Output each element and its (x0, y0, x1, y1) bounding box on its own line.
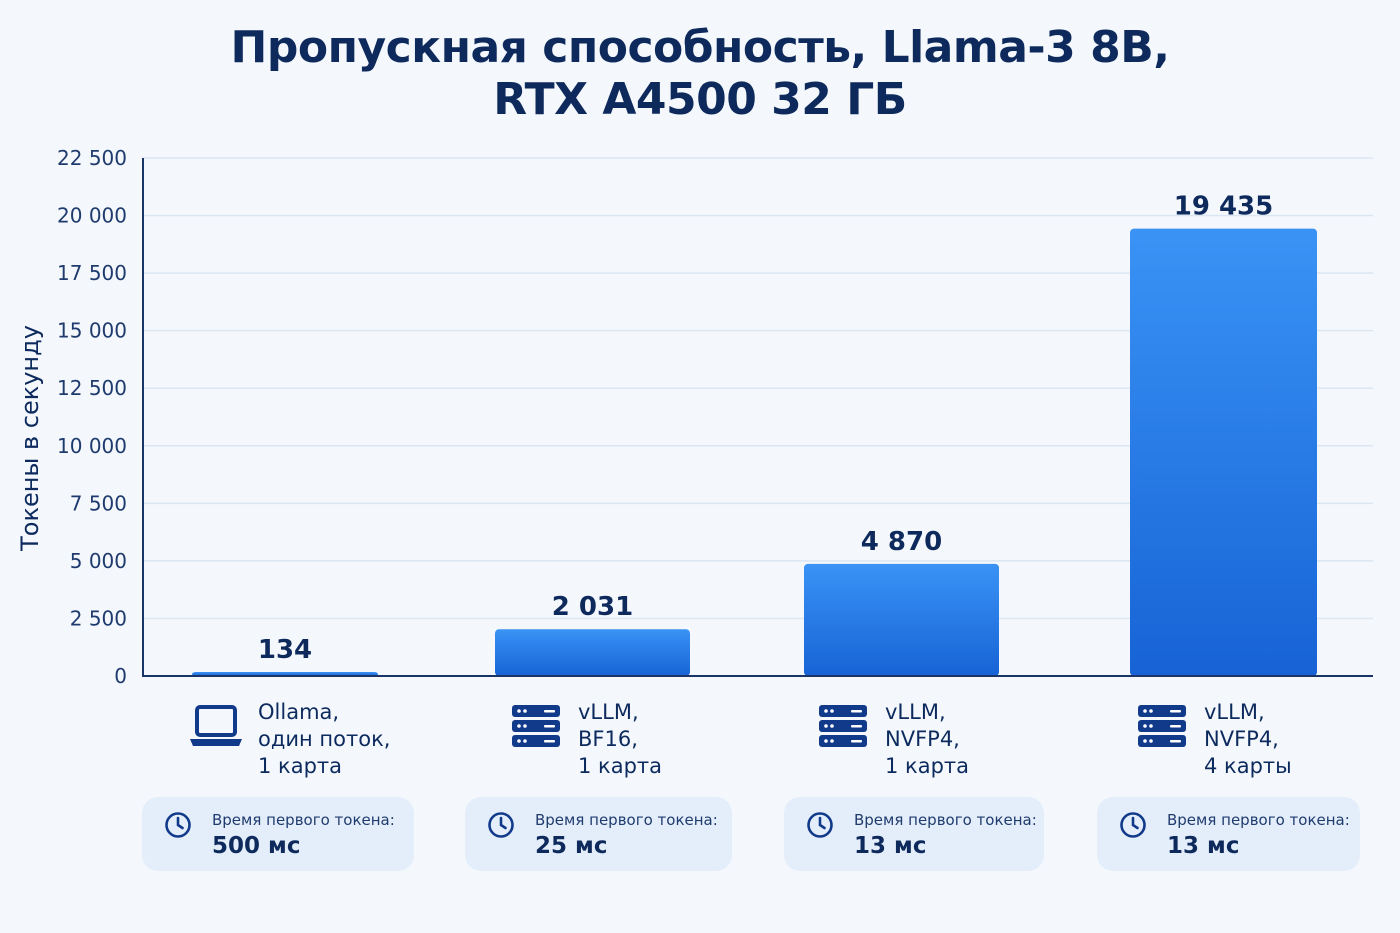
bar-value-label: 4 870 (861, 527, 942, 557)
x-category-label: vLLM, NVFP4, 1 карта (815, 699, 969, 780)
ttft-label: Время первого токена: (535, 811, 718, 829)
bar (495, 629, 690, 676)
y-tick-label: 12 500 (57, 376, 127, 400)
ttft-value: 13 мс (1167, 833, 1240, 859)
x-category-label: Ollama, один поток, 1 карта (188, 699, 390, 780)
x-category-line: NVFP4, (885, 727, 960, 751)
bar-value-label: 19 435 (1174, 192, 1274, 222)
y-tick-label: 15 000 (57, 319, 127, 343)
x-category-line: один поток, (258, 727, 391, 751)
y-tick-label: 17 500 (57, 261, 127, 285)
ttft-card: Время первого токена: 25 мс (465, 797, 732, 871)
clock-icon (164, 811, 192, 839)
x-category-line: 1 карта (578, 754, 663, 778)
clock-icon (806, 811, 834, 839)
server-icon (1134, 703, 1190, 751)
ttft-label: Время первого токена: (854, 811, 1037, 829)
ttft-label: Время первого токена: (212, 811, 395, 829)
server-icon (508, 703, 564, 751)
x-category-line: Ollama, (258, 700, 340, 724)
y-tick-label: 10 000 (57, 434, 127, 458)
chart-title-line-1: Пропускная способность, Llama-3 8B, (230, 22, 1170, 73)
chart-title: Пропускная способность, Llama-3 8B, RTX … (0, 22, 1400, 126)
bar (804, 563, 999, 676)
x-category-text: vLLM, BF16, 1 карта (578, 699, 662, 780)
x-category-text: Ollama, один поток, 1 карта (258, 699, 390, 780)
y-tick-label: 2 500 (70, 606, 127, 630)
x-category-label: vLLM, BF16, 1 карта (508, 699, 662, 780)
bar-value-label: 2 031 (552, 592, 633, 622)
ttft-card: Время первого токена: 500 мс (142, 797, 414, 871)
x-category-line: 1 карта (258, 754, 343, 778)
laptop-icon (188, 703, 244, 751)
y-tick-label: 5 000 (70, 549, 127, 573)
server-icon (815, 703, 871, 751)
y-axis-label: Токены в секунду (16, 325, 44, 552)
y-tick-label: 7 500 (70, 491, 127, 515)
ttft-card: Время первого токена: 13 мс (784, 797, 1044, 871)
x-category-line: 4 карты (1204, 754, 1292, 778)
x-category-text: vLLM, NVFP4, 1 карта (885, 699, 969, 780)
bar (1130, 228, 1317, 676)
x-category-line: vLLM, (1204, 700, 1265, 724)
x-category-line: vLLM, (578, 700, 639, 724)
x-category-text: vLLM, NVFP4, 4 карты (1204, 699, 1292, 780)
ttft-card: Время первого токена: 13 мс (1097, 797, 1360, 871)
x-category-label: vLLM, NVFP4, 4 карты (1134, 699, 1292, 780)
chart-title-line-2: RTX A4500 32 ГБ (493, 74, 907, 125)
ttft-label: Время первого токена: (1167, 811, 1350, 829)
x-category-line: 1 карта (885, 754, 970, 778)
clock-icon (487, 811, 515, 839)
ttft-value: 25 мс (535, 833, 608, 859)
x-category-line: BF16, (578, 727, 638, 751)
y-tick-label: 0 (114, 664, 127, 688)
ttft-value: 13 мс (854, 833, 927, 859)
y-tick-label: 20 000 (57, 204, 127, 228)
y-tick-label: 22 500 (57, 146, 127, 170)
clock-icon (1119, 811, 1147, 839)
x-category-line: NVFP4, (1204, 727, 1279, 751)
ttft-value: 500 мс (212, 833, 301, 859)
bar-value-label: 134 (258, 635, 312, 665)
x-category-line: vLLM, (885, 700, 946, 724)
